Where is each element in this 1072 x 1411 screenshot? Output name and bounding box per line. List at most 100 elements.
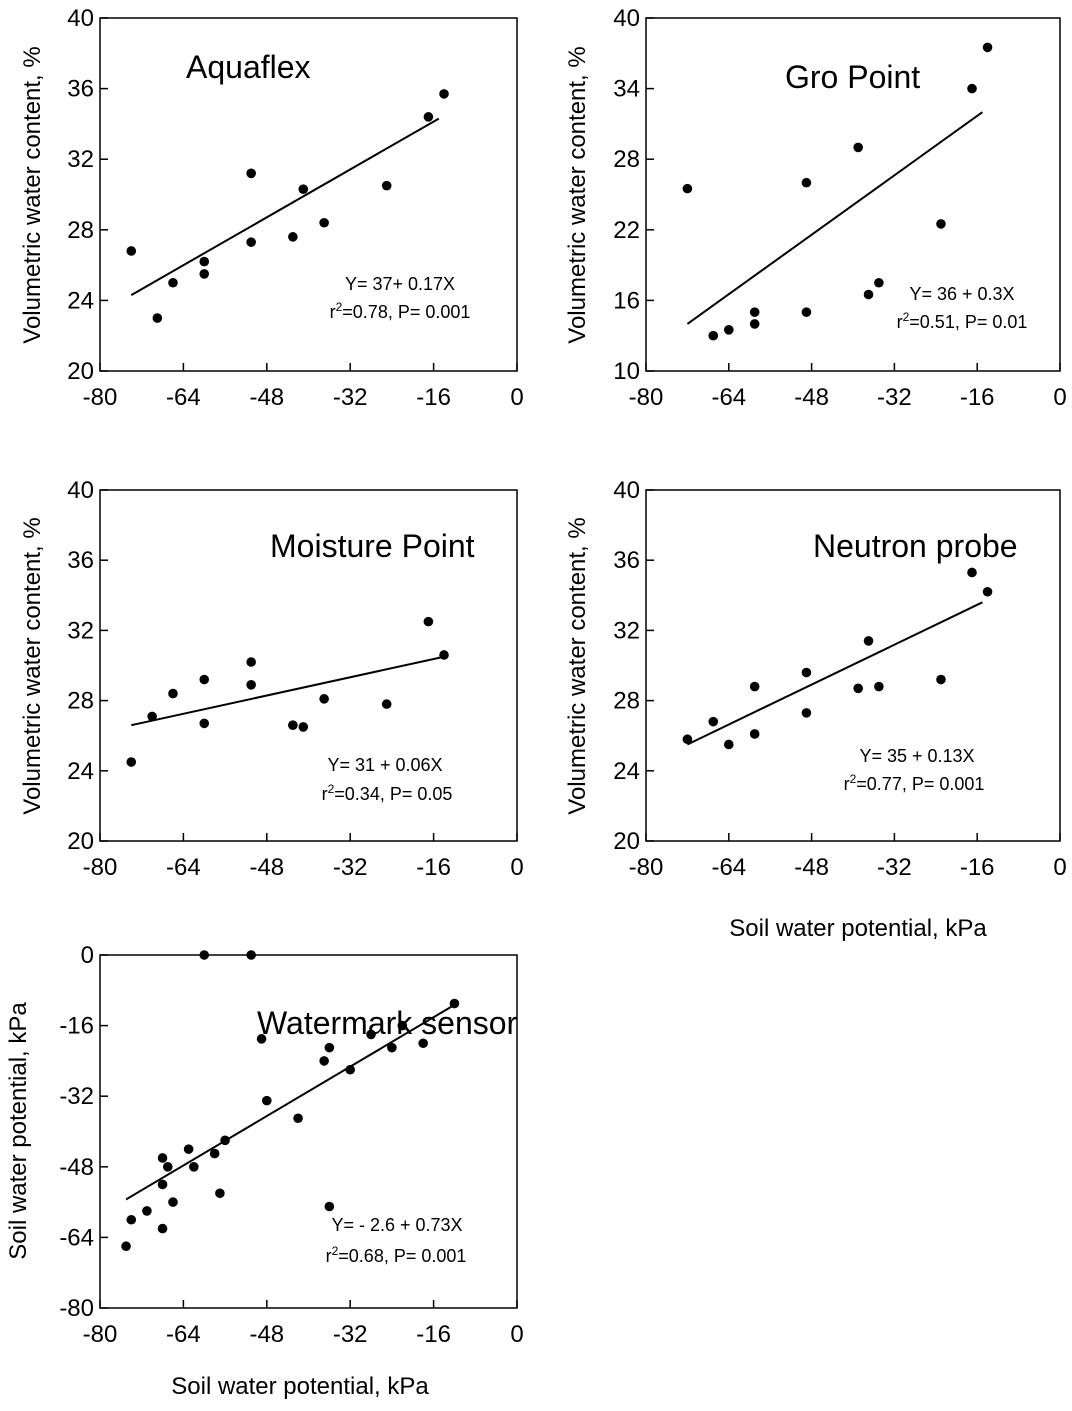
- data-point: [121, 1241, 131, 1252]
- y-tick-label: 28: [67, 217, 94, 244]
- chart-panel-5: -80 -64 -48 -32 -16 0 -80 -64 -48 -32 -16 0 Soil wat…: [5, 942, 524, 1400]
- data-point: [439, 89, 449, 99]
- panel-title: Watermark sensor: [257, 1005, 518, 1041]
- x-tick-label: -80: [83, 854, 118, 881]
- data-point: [708, 330, 719, 341]
- chart-panel-4: -80 -64 -48 -32 -16 0 20 24 28 32 36 40 Volumetric w…: [564, 477, 1067, 942]
- y-tick-label: 22: [613, 217, 640, 244]
- data-point: [381, 699, 392, 709]
- y-tick-label: 20: [613, 828, 640, 855]
- plot-frame: [645, 489, 1061, 842]
- data-point: [246, 168, 256, 179]
- data-point: [288, 720, 298, 730]
- data-point: [298, 722, 309, 732]
- x-tick-label: -16: [960, 854, 995, 881]
- data-point: [209, 1148, 220, 1159]
- data-point: [142, 1206, 152, 1216]
- y-tick-label: 20: [67, 358, 94, 385]
- x-tick-label: 0: [510, 384, 523, 411]
- chart-panel-2: -80 -64 -48 -32 -16 0 10 16 22 28 34 40 Volumetric w…: [564, 5, 1067, 411]
- data-point: [418, 1038, 428, 1049]
- data-point: [682, 183, 693, 194]
- data-point: [749, 319, 760, 329]
- x-tick-label: -32: [333, 1321, 368, 1348]
- data-point: [262, 1095, 272, 1106]
- y-tick-label: 24: [613, 758, 640, 785]
- x-tick-label: -32: [877, 384, 912, 411]
- data-point: [863, 289, 874, 300]
- data-point: [874, 681, 884, 692]
- data-point: [168, 688, 178, 699]
- data-point: [801, 307, 812, 317]
- data-point: [449, 998, 460, 1009]
- regression-equation: Y= 35 + 0.13X: [859, 746, 974, 766]
- data-point: [246, 657, 256, 667]
- x-tick-label: -64: [166, 384, 201, 411]
- plot-frame: [99, 17, 518, 372]
- x-tick-label: 0: [510, 1321, 523, 1348]
- data-point: [199, 269, 210, 279]
- x-tick-label: -16: [960, 384, 995, 411]
- data-point: [801, 667, 812, 678]
- x-tick-label: -32: [877, 854, 912, 881]
- y-tick-label: -64: [59, 1224, 94, 1251]
- data-point: [256, 1034, 267, 1044]
- x-tick-label: -64: [166, 854, 201, 881]
- data-point: [168, 1197, 178, 1207]
- data-point: [936, 674, 946, 685]
- panel-title: Aquaflex: [186, 49, 311, 85]
- y-tick-label: 28: [67, 688, 94, 715]
- data-point: [749, 681, 760, 692]
- plot-frame: [99, 954, 518, 1309]
- x-tick-label: -80: [83, 1321, 118, 1348]
- data-point: [936, 219, 946, 229]
- x-tick-label: -16: [416, 1321, 451, 1348]
- data-point: [853, 142, 863, 153]
- data-point: [126, 757, 137, 767]
- data-point: [199, 950, 210, 960]
- y-axis-title: Volumetric water content, %: [19, 517, 46, 814]
- x-axis-title: Soil water potential, kPa: [171, 1373, 429, 1400]
- data-point: [874, 277, 884, 288]
- x-tick-label: -16: [416, 854, 451, 881]
- y-tick-label: 28: [613, 146, 640, 173]
- y-tick-label: 0: [81, 942, 94, 969]
- regression-equation: Y= 36 + 0.3X: [909, 284, 1014, 304]
- regression-line: [686, 601, 983, 746]
- data-point: [288, 232, 298, 242]
- data-point: [183, 1144, 194, 1154]
- data-point: [801, 177, 812, 188]
- x-tick-label: -80: [629, 384, 664, 411]
- data-point: [157, 1153, 168, 1163]
- x-tick-label: -80: [83, 384, 118, 411]
- data-point: [319, 217, 329, 228]
- data-point: [162, 1162, 173, 1172]
- data-point: [982, 42, 993, 53]
- regression-line: [686, 111, 983, 325]
- data-point: [199, 718, 210, 729]
- data-point: [423, 112, 434, 122]
- data-point: [246, 237, 256, 247]
- chart-panel-3: -80 -64 -48 -32 -16 0 20 24 28 32 36 40 Volumetric w…: [19, 477, 524, 881]
- data-point: [157, 1223, 168, 1234]
- y-axis-title: Volumetric water content, %: [564, 46, 591, 343]
- y-tick-label: 32: [613, 617, 640, 644]
- x-axis-title: Soil water potential, kPa: [729, 915, 987, 942]
- data-point: [967, 83, 977, 94]
- y-tick-label: 10: [613, 358, 640, 385]
- x-tick-label: -32: [333, 854, 368, 881]
- y-tick-label: 40: [67, 477, 94, 504]
- y-tick-label: 24: [67, 287, 94, 314]
- data-point: [967, 567, 977, 578]
- data-point: [157, 1179, 168, 1190]
- data-point: [324, 1042, 335, 1053]
- data-point: [749, 307, 760, 317]
- data-point: [345, 1064, 356, 1075]
- panel-title: Moisture Point: [270, 528, 475, 564]
- data-point: [126, 1214, 137, 1225]
- y-tick-label: -80: [59, 1295, 94, 1322]
- y-tick-label: 40: [613, 477, 640, 504]
- y-axis-title: Soil water potential, kPa: [5, 1002, 32, 1260]
- data-point: [293, 1113, 303, 1124]
